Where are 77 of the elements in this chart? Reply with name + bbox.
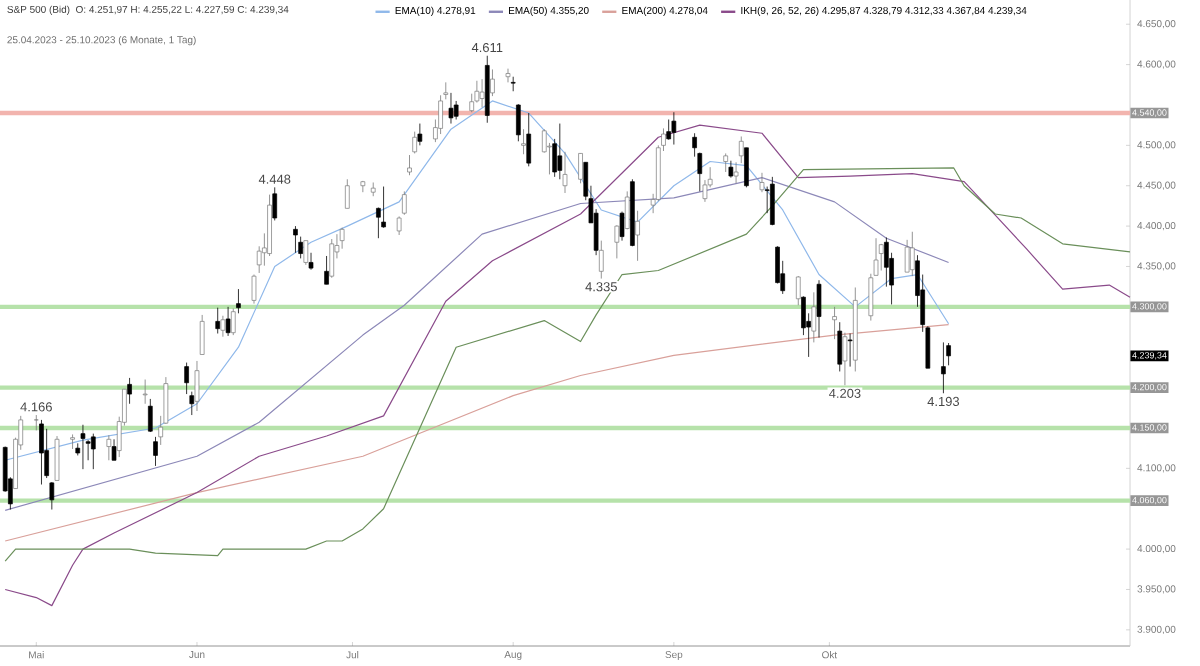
candlestick <box>795 275 801 306</box>
candlestick <box>230 308 236 336</box>
candlestick <box>453 100 459 120</box>
candlestick <box>90 433 96 470</box>
candlestick <box>557 123 563 180</box>
candlestick <box>303 240 309 266</box>
candlestick <box>194 360 200 412</box>
candlestick <box>619 211 625 242</box>
candlestick <box>127 377 132 405</box>
candlestick <box>635 210 640 262</box>
candlestick <box>106 434 112 461</box>
candlestick <box>666 119 671 141</box>
candlestick <box>324 255 329 285</box>
candlestick <box>293 225 298 254</box>
candlestick <box>39 419 44 485</box>
candlestick <box>816 279 822 338</box>
candlestick <box>417 123 423 146</box>
candlestick <box>490 69 495 97</box>
candlestick <box>225 306 231 337</box>
candlestick <box>811 291 817 343</box>
line-series <box>4 124 1131 607</box>
candlestick <box>516 103 521 142</box>
candlestick <box>401 190 407 216</box>
candlestick <box>142 379 148 405</box>
candlestick <box>339 227 345 250</box>
candlestick <box>505 68 511 83</box>
candlestick <box>344 178 350 209</box>
candlestick <box>189 391 195 416</box>
candlestick <box>521 128 526 155</box>
candlestick <box>479 78 485 108</box>
candlestick <box>744 147 749 188</box>
candlestick <box>759 172 765 193</box>
candlestick <box>941 341 946 394</box>
candlestick <box>671 111 677 145</box>
candlestick <box>733 161 739 184</box>
candlestick <box>904 239 910 273</box>
candlestick <box>407 154 412 176</box>
candlestick <box>832 306 837 340</box>
candlestick <box>251 274 257 305</box>
candlestick <box>562 151 568 194</box>
candlestick <box>49 481 55 510</box>
candlestick <box>578 153 583 184</box>
candlestick <box>308 252 314 271</box>
candlestick <box>438 94 443 135</box>
candlestick <box>526 112 532 167</box>
candlestick <box>728 160 734 179</box>
candlestick <box>184 362 189 395</box>
candlestick <box>148 398 153 433</box>
candlestick <box>80 424 86 470</box>
candlestick <box>443 81 449 100</box>
candlestick <box>360 180 366 193</box>
candlestick <box>614 224 620 259</box>
candlestick <box>396 216 402 236</box>
candlestick <box>738 136 744 164</box>
candlestick <box>878 243 884 271</box>
candlestick <box>199 314 205 355</box>
candlestick <box>448 92 454 124</box>
candlestick <box>236 288 241 314</box>
candlestick <box>153 436 158 467</box>
candlestick <box>215 307 221 334</box>
candlestick <box>412 131 418 154</box>
candlestick <box>909 231 915 277</box>
candlestick <box>770 176 775 226</box>
candlestick <box>329 238 335 279</box>
candlestick <box>111 438 117 461</box>
candlestick <box>33 414 39 431</box>
line-series <box>4 167 1131 562</box>
candlestick <box>44 428 49 479</box>
candlestick <box>220 315 226 338</box>
candlestick <box>272 186 278 221</box>
candlestick <box>54 435 60 481</box>
candlestick <box>837 321 843 372</box>
candlestick <box>847 333 853 367</box>
candlestick <box>510 76 516 92</box>
candlestick <box>624 190 630 230</box>
candlestick <box>723 153 729 173</box>
candlestick <box>70 434 75 450</box>
